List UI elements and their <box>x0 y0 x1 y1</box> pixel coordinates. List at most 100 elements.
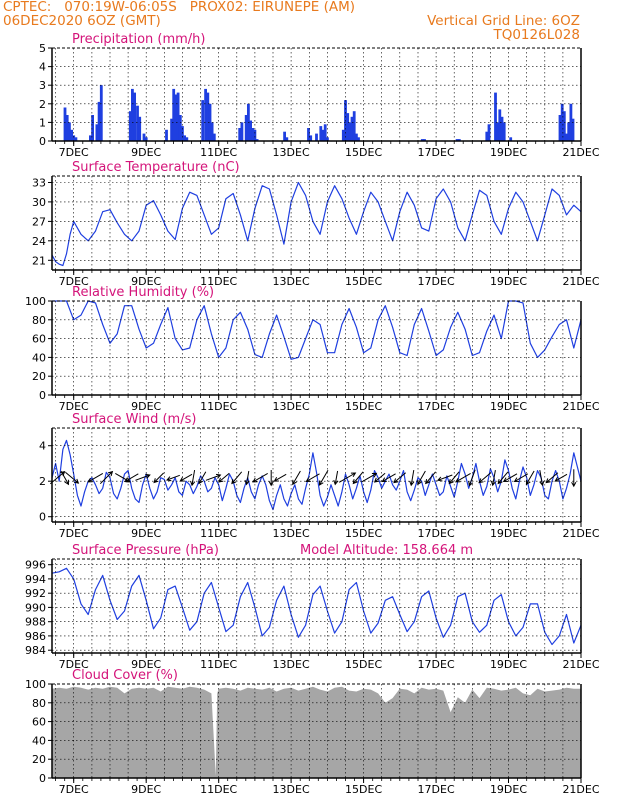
x-tick-label: 13DEC <box>273 400 310 413</box>
precip-bar <box>285 137 289 141</box>
y-tick-label: 40 <box>32 734 46 747</box>
precip-bar <box>201 100 205 141</box>
precip-bar <box>181 126 184 141</box>
wind-arrow <box>153 472 165 484</box>
panel-precipitation: 0 1 2 3 4 5 7DEC 9DEC 11DEC 13DEC 15DEC 17DEC 19DEC 2… <box>39 32 600 159</box>
x-tick-label: 17DEC <box>418 400 455 413</box>
precip-bar <box>307 128 310 141</box>
precip-bar <box>72 135 76 141</box>
wind-arrow <box>497 471 509 485</box>
precip-bar <box>350 116 354 141</box>
precip-bar <box>183 135 186 141</box>
wind-arrow <box>333 470 339 486</box>
x-tick-label: 21DEC <box>562 275 599 288</box>
precip-bar <box>558 115 562 141</box>
precip-bar <box>165 129 168 141</box>
wind-arrow <box>205 473 222 481</box>
x-tick-label: 11DEC <box>200 275 237 288</box>
precip-bar <box>91 115 94 141</box>
x-tick-label: 9DEC <box>131 783 161 796</box>
wind-arrow <box>361 472 378 483</box>
x-tick-label: 9DEC <box>131 146 161 159</box>
wind-arrow <box>87 472 104 483</box>
precip-bar <box>210 122 214 141</box>
panel-title: Surface Wind (m/s) <box>72 412 196 427</box>
wind-arrow <box>65 471 80 484</box>
precip-bar <box>238 128 242 141</box>
wind-arrow <box>166 474 180 482</box>
y-tick-label: 4 <box>39 61 46 74</box>
x-tick-label: 9DEC <box>131 527 161 540</box>
wind-arrow <box>436 474 453 482</box>
panel-title: Surface Temperature (nC) <box>72 160 240 175</box>
y-tick-label: 100 <box>25 678 46 691</box>
y-tick-label: 984 <box>25 644 46 657</box>
precip-bar <box>174 94 178 141</box>
y-tick-label: 994 <box>25 573 46 586</box>
wind-arrow <box>417 470 426 486</box>
precip-bar <box>204 88 207 141</box>
precip-bar <box>562 111 566 141</box>
precip-bar <box>172 88 176 141</box>
x-tick-label: 9DEC <box>131 400 161 413</box>
precip-bar <box>420 139 424 141</box>
x-tick-label: 7DEC <box>59 400 89 413</box>
wind-arrow <box>478 472 492 484</box>
y-tick-label: 5 <box>39 42 46 55</box>
precip-bar <box>251 128 255 141</box>
panel-wind: 0 2 4 7DEC 9DEC 11DEC 13DEC 15DEC 17DEC 19DEC 21DE… <box>39 412 600 540</box>
panel-title: Cloud Cover (%) <box>72 668 178 683</box>
panel-title: Precipitation (mm/h) <box>72 32 205 47</box>
precip-bar <box>321 129 325 141</box>
precip-bar <box>74 137 78 141</box>
x-tick-label: 15DEC <box>345 658 382 671</box>
header-grid-note: Vertical Grid Line: 6OZ <box>427 13 580 29</box>
cloud-cover-area <box>52 686 581 778</box>
y-tick-label: 2 <box>39 98 46 111</box>
precip-bar <box>253 129 257 141</box>
x-tick-label: 21DEC <box>562 400 599 413</box>
x-tick-label: 13DEC <box>273 783 310 796</box>
precip-bar <box>494 92 497 141</box>
x-tick-label: 13DEC <box>273 658 310 671</box>
wind-arrow <box>49 471 66 485</box>
x-tick-label: 21DEC <box>562 146 599 159</box>
x-tick-label: 19DEC <box>490 783 527 796</box>
precip-bar <box>457 139 461 141</box>
y-tick-label: 20 <box>32 370 46 383</box>
y-tick-label: 20 <box>32 753 46 766</box>
x-tick-label: 9DEC <box>131 658 161 671</box>
y-tick-label: 0 <box>39 772 46 785</box>
wind-arrow <box>190 470 196 487</box>
x-tick-label: 17DEC <box>418 275 455 288</box>
x-tick-label: 13DEC <box>273 275 310 288</box>
header-location: CPTEC: 070:19W-06:05S PROX02: EIRUNEPE (… <box>3 0 356 15</box>
y-tick-label: 60 <box>32 716 46 729</box>
wind-arrow <box>539 470 545 487</box>
y-tick-label: 986 <box>25 630 46 643</box>
precip-bar <box>95 124 99 141</box>
wind-arrow <box>305 473 320 483</box>
precip-bar <box>344 100 347 141</box>
x-tick-label: 19DEC <box>490 275 527 288</box>
precip-bar <box>509 137 513 141</box>
wind-arrow <box>352 471 364 485</box>
panel-humidity: 0 20 40 60 80 100 7DEC 9DEC 11DEC 13DEC 15DEC 17DEC… <box>25 285 600 413</box>
humidity-line <box>52 300 582 360</box>
y-tick-label: 0 <box>39 511 46 524</box>
wind-arrow <box>60 470 70 486</box>
x-tick-label: 7DEC <box>59 275 89 288</box>
precip-bar <box>131 88 134 141</box>
wind-arrow <box>179 473 193 482</box>
precip-bar <box>498 109 502 141</box>
precip-bar <box>352 111 356 141</box>
precip-bar <box>502 122 506 141</box>
x-tick-label: 7DEC <box>59 146 89 159</box>
model-altitude-label: Model Altitude: 158.664 m <box>300 543 473 558</box>
y-tick-label: 0 <box>39 389 46 402</box>
precip-bar <box>170 118 173 141</box>
x-tick-label: 7DEC <box>59 658 89 671</box>
x-tick-label: 17DEC <box>418 783 455 796</box>
x-tick-label: 21DEC <box>562 783 599 796</box>
